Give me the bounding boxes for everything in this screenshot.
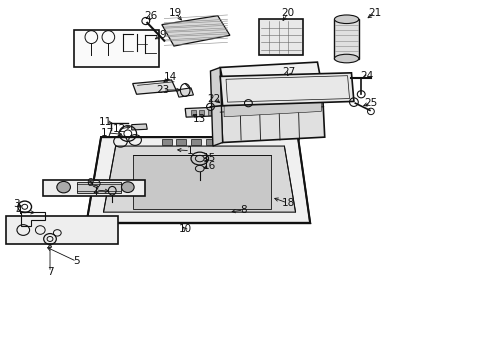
- Ellipse shape: [121, 182, 134, 193]
- Bar: [259, 19, 302, 55]
- Bar: [77, 182, 120, 193]
- Text: 24: 24: [360, 71, 373, 81]
- Text: 25: 25: [364, 98, 377, 108]
- Text: 13: 13: [193, 113, 206, 123]
- Polygon shape: [6, 216, 118, 244]
- Polygon shape: [131, 124, 147, 130]
- Text: 18: 18: [281, 198, 294, 208]
- Bar: [74, 30, 159, 67]
- Text: 17: 17: [101, 128, 114, 138]
- Polygon shape: [220, 73, 353, 106]
- Text: 12: 12: [113, 124, 126, 134]
- Text: 14: 14: [163, 72, 177, 82]
- Text: 7: 7: [46, 267, 53, 277]
- Ellipse shape: [334, 15, 358, 23]
- Text: 10: 10: [178, 224, 191, 234]
- Bar: [191, 110, 196, 114]
- Text: 21: 21: [367, 8, 381, 18]
- Polygon shape: [132, 80, 176, 94]
- Polygon shape: [176, 88, 193, 97]
- Polygon shape: [132, 155, 271, 208]
- Text: 15: 15: [203, 153, 216, 163]
- Text: 1: 1: [186, 146, 193, 156]
- Text: 22: 22: [207, 94, 221, 104]
- Bar: [205, 139, 215, 145]
- Polygon shape: [42, 180, 144, 196]
- Polygon shape: [220, 87, 324, 143]
- Polygon shape: [220, 62, 322, 93]
- Bar: [334, 19, 358, 59]
- Bar: [191, 139, 201, 145]
- Polygon shape: [185, 107, 219, 117]
- Polygon shape: [162, 16, 229, 46]
- Text: 20: 20: [281, 8, 294, 18]
- Ellipse shape: [57, 181, 70, 193]
- Text: 11: 11: [99, 117, 112, 127]
- Bar: [207, 110, 212, 114]
- Text: 16: 16: [203, 161, 216, 171]
- Bar: [176, 139, 186, 145]
- Text: 5: 5: [73, 256, 80, 266]
- Bar: [199, 110, 203, 114]
- Polygon shape: [210, 67, 222, 146]
- Text: 2: 2: [92, 185, 99, 195]
- Text: 19: 19: [168, 8, 182, 18]
- Text: 9: 9: [159, 30, 166, 40]
- Polygon shape: [86, 137, 309, 223]
- Text: 23: 23: [156, 85, 169, 95]
- Text: 3: 3: [13, 199, 19, 209]
- Ellipse shape: [334, 54, 358, 63]
- Text: 26: 26: [144, 12, 158, 21]
- Text: 8: 8: [240, 205, 246, 215]
- Text: 4: 4: [15, 206, 21, 216]
- Polygon shape: [103, 146, 295, 212]
- Text: 6: 6: [86, 178, 93, 188]
- Text: 27: 27: [282, 67, 295, 77]
- Bar: [162, 139, 171, 145]
- Polygon shape: [224, 89, 321, 117]
